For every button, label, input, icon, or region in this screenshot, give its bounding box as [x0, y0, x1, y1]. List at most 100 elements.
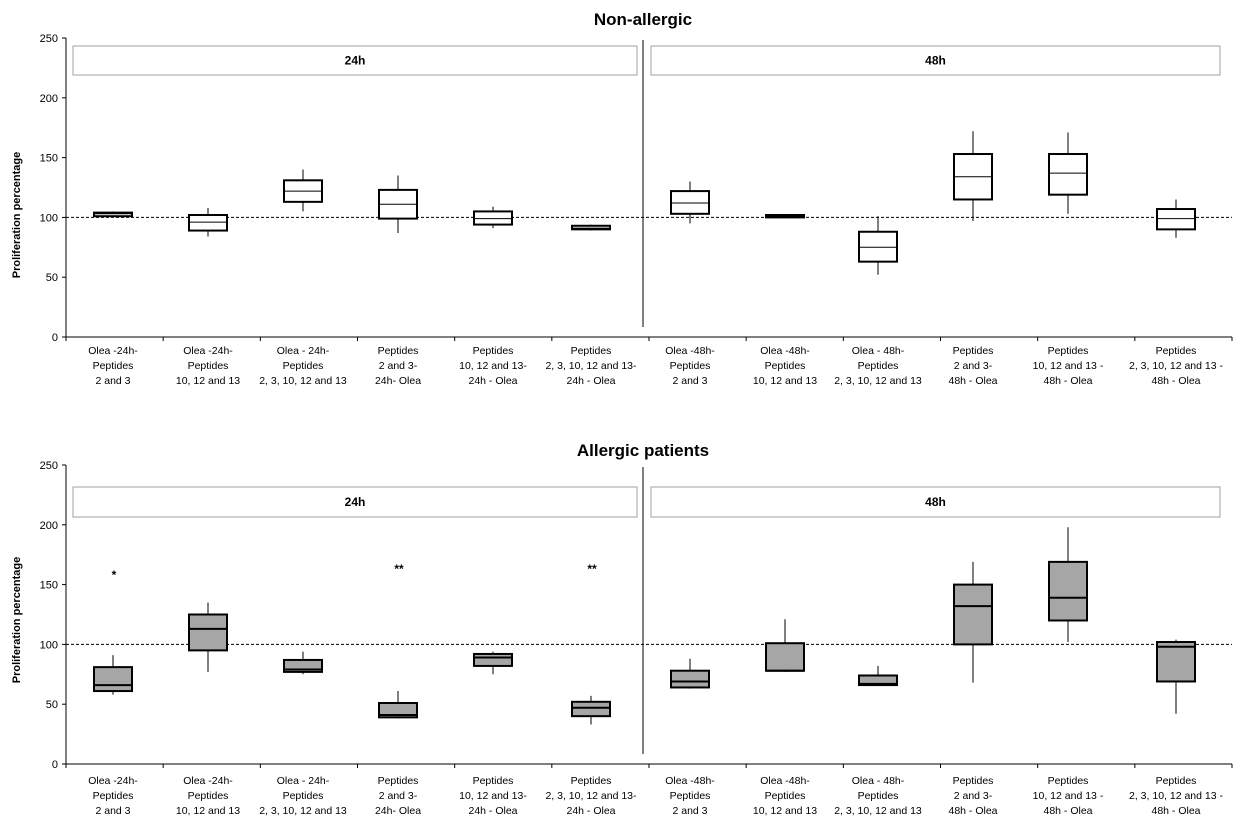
y-axis-label: Proliferation percentage: [11, 152, 23, 279]
box-body: [1156, 208, 1196, 231]
box-5: Peptides 10, 12 and 13- 24h - Olea: [459, 206, 527, 387]
category-label-line: 2 and 3: [672, 375, 707, 387]
category-label-line: 2 and 3: [672, 805, 707, 817]
category-label-line: 10, 12 and 13 -: [1033, 360, 1104, 372]
box-body: [188, 214, 228, 232]
category-label-line: 48h - Olea: [1043, 375, 1092, 387]
box-body: [858, 674, 898, 687]
category-label-line: Peptides: [765, 790, 806, 802]
category-label-line: Peptides: [1156, 775, 1197, 787]
category-label-line: Peptides: [1048, 345, 1089, 357]
box-1: Olea -24h- Peptides 2 and 3: [88, 211, 138, 387]
chart-title: Non-allergic: [594, 10, 692, 29]
panel-strip-48h: [650, 45, 1221, 76]
y-tick-label: 150: [40, 153, 58, 165]
category-label-line: Peptides: [473, 345, 514, 357]
box-10: Peptides 2 and 3- 48h - Olea: [948, 561, 998, 817]
y-tick-label: 100: [40, 212, 58, 224]
category-label-line: 2 and 3-: [379, 790, 418, 802]
box-11: Peptides 10, 12 and 13 - 48h - Olea: [1033, 132, 1104, 387]
category-label-line: Olea -48h-: [760, 345, 810, 357]
category-label-line: 24h - Olea: [468, 375, 517, 387]
box-5: Peptides 10, 12 and 13- 24h - Olea: [459, 651, 527, 817]
category-label-line: Peptides: [283, 790, 324, 802]
category-label-line: Olea - 24h-: [277, 345, 330, 357]
category-label-line: Peptides: [858, 360, 899, 372]
category-label-line: 24h- Olea: [375, 375, 421, 387]
box-8: Olea -48h- Peptides 10, 12 and 13: [753, 214, 817, 387]
box-body: [1048, 153, 1088, 196]
category-label-line: Peptides: [378, 345, 419, 357]
category-label-line: 2, 3, 10, 12 and 13: [834, 805, 922, 817]
box-body: [93, 211, 133, 218]
category-label-line: 24h - Olea: [468, 805, 517, 817]
category-label-line: 2, 3, 10, 12 and 13: [834, 375, 922, 387]
box-body: [473, 652, 513, 667]
category-label-line: 2 and 3: [95, 375, 130, 387]
category-label-line: 10, 12 and 13-: [459, 360, 527, 372]
box-body: [1048, 560, 1088, 622]
y-tick-label: 250: [40, 460, 58, 472]
box-4: ** Peptides 2 and 3- 24h- Olea: [375, 562, 421, 817]
category-label-line: 2, 3, 10, 12 and 13-: [545, 360, 637, 372]
category-label-line: Peptides: [283, 360, 324, 372]
box-body: [571, 224, 611, 231]
box-body: [858, 230, 898, 263]
outlier-marker: *: [112, 568, 117, 582]
y-tick-label: 200: [40, 520, 58, 532]
box-3: Olea - 24h- Peptides 2, 3, 10, 12 and 13: [259, 651, 347, 817]
category-label-line: 2 and 3-: [954, 360, 993, 372]
y-tick-label: 0: [52, 759, 58, 771]
box-10: Peptides 2 and 3- 48h - Olea: [948, 131, 998, 387]
category-label-line: Olea -24h-: [88, 775, 138, 787]
category-label-line: Peptides: [93, 360, 134, 372]
y-tick-label: 200: [40, 93, 58, 105]
category-label-line: 24h - Olea: [566, 805, 615, 817]
category-label-line: 24h - Olea: [566, 375, 615, 387]
panel-strip-48h: [650, 486, 1221, 518]
category-label-line: 48h - Olea: [1043, 805, 1092, 817]
category-label-line: Peptides: [670, 360, 711, 372]
category-label-line: Peptides: [473, 775, 514, 787]
category-label-line: 24h- Olea: [375, 805, 421, 817]
category-label-line: Peptides: [93, 790, 134, 802]
y-tick-label: 50: [46, 272, 58, 284]
figure-allergic-patients: Allergic patients Proliferation percentag…: [11, 441, 1233, 817]
category-label-line: Peptides: [858, 790, 899, 802]
category-label-line: 10, 12 and 13-: [459, 790, 527, 802]
category-label-line: 2 and 3-: [379, 360, 418, 372]
category-label-line: 2, 3, 10, 12 and 13: [259, 805, 347, 817]
box-7: Olea -48h- Peptides 2 and 3: [665, 658, 715, 817]
category-label-line: Olea -24h-: [88, 345, 138, 357]
category-label-line: 10, 12 and 13: [176, 805, 240, 817]
category-label-line: 10, 12 and 13: [176, 375, 240, 387]
outlier-marker: **: [587, 562, 597, 576]
category-label-line: Peptides: [1048, 775, 1089, 787]
category-label-line: Olea - 48h-: [852, 345, 905, 357]
box-body: [378, 702, 418, 719]
box-6: Peptides 2, 3, 10, 12 and 13- 24h - Olea: [545, 224, 637, 387]
box-11: Peptides 10, 12 and 13 - 48h - Olea: [1033, 527, 1104, 817]
category-label-line: Peptides: [571, 345, 612, 357]
category-label-line: 2, 3, 10, 12 and 13 -: [1129, 790, 1223, 802]
box-body: [571, 700, 611, 718]
box-6: ** Peptides 2, 3, 10, 12 and 13- 24h - Olea: [545, 562, 637, 817]
box-2: Olea -24h- Peptides 10, 12 and 13: [176, 602, 240, 817]
category-label-line: Peptides: [953, 345, 994, 357]
category-label-line: 48h - Olea: [948, 375, 997, 387]
panel-label: 24h: [345, 495, 366, 509]
box-body: [953, 583, 993, 646]
box-body: [765, 642, 805, 672]
category-label-line: Olea - 24h-: [277, 775, 330, 787]
category-label-line: Peptides: [1156, 345, 1197, 357]
box-12: Peptides 2, 3, 10, 12 and 13 - 48h - Olea: [1129, 199, 1223, 387]
category-label-line: 2 and 3-: [954, 790, 993, 802]
chart-title: Allergic patients: [577, 441, 709, 460]
category-label-line: Olea -24h-: [183, 775, 233, 787]
outlier-marker: **: [394, 562, 404, 576]
category-label-line: 2, 3, 10, 12 and 13 -: [1129, 360, 1223, 372]
panel-label: 48h: [925, 495, 946, 509]
category-label-line: 10, 12 and 13: [753, 805, 817, 817]
box-2: Olea -24h- Peptides 10, 12 and 13: [176, 207, 240, 387]
category-label-line: Olea -48h-: [760, 775, 810, 787]
